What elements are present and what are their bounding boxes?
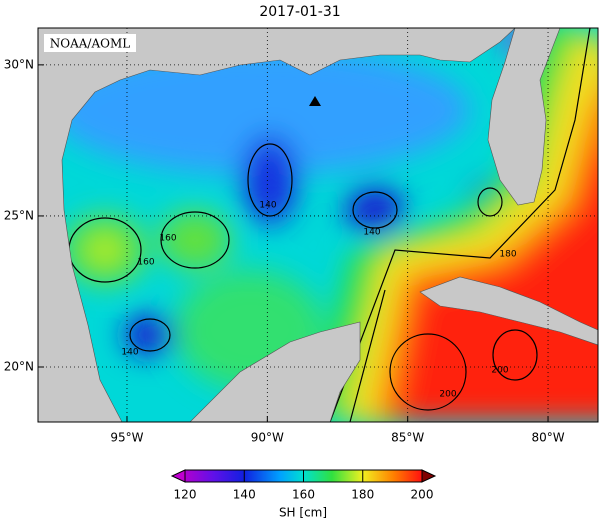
lon-tick-label: 95°W bbox=[110, 431, 143, 445]
lon-tick-label: 85°W bbox=[391, 431, 424, 445]
contour-label: 140 bbox=[259, 201, 276, 211]
colorbar-label: SH [cm] bbox=[279, 506, 327, 520]
colorbar-tick-label: 140 bbox=[233, 488, 256, 502]
contour-label: 160 bbox=[137, 258, 154, 268]
lat-tick-label: 25°N bbox=[4, 208, 34, 222]
contour-label: 200 bbox=[439, 390, 456, 400]
colorbar-tick-label: 180 bbox=[351, 488, 374, 502]
credit: NOAA/AOML bbox=[50, 37, 131, 51]
colorbar-tick-label: 160 bbox=[292, 488, 315, 502]
lon-tick-label: 80°W bbox=[531, 431, 564, 445]
contour-label: 160 bbox=[159, 234, 176, 244]
lon-tick-label: 90°W bbox=[251, 431, 284, 445]
graticule bbox=[38, 28, 598, 422]
credit-box bbox=[44, 34, 136, 52]
colorbar-tick-label: 120 bbox=[174, 488, 197, 502]
contour-label: 180 bbox=[499, 250, 516, 260]
contour-label: 140 bbox=[363, 228, 380, 238]
contour-label: 140 bbox=[121, 348, 138, 358]
station-marker bbox=[309, 96, 321, 106]
colorbar-tick-label: 200 bbox=[411, 488, 434, 502]
lat-tick-label: 20°N bbox=[4, 360, 34, 374]
contour-label: 200 bbox=[491, 366, 508, 376]
lat-tick-label: 30°N bbox=[4, 57, 34, 71]
plot-frame bbox=[37, 27, 599, 423]
title: 2017-01-31 bbox=[259, 4, 340, 20]
sea-height-field bbox=[38, 28, 598, 422]
